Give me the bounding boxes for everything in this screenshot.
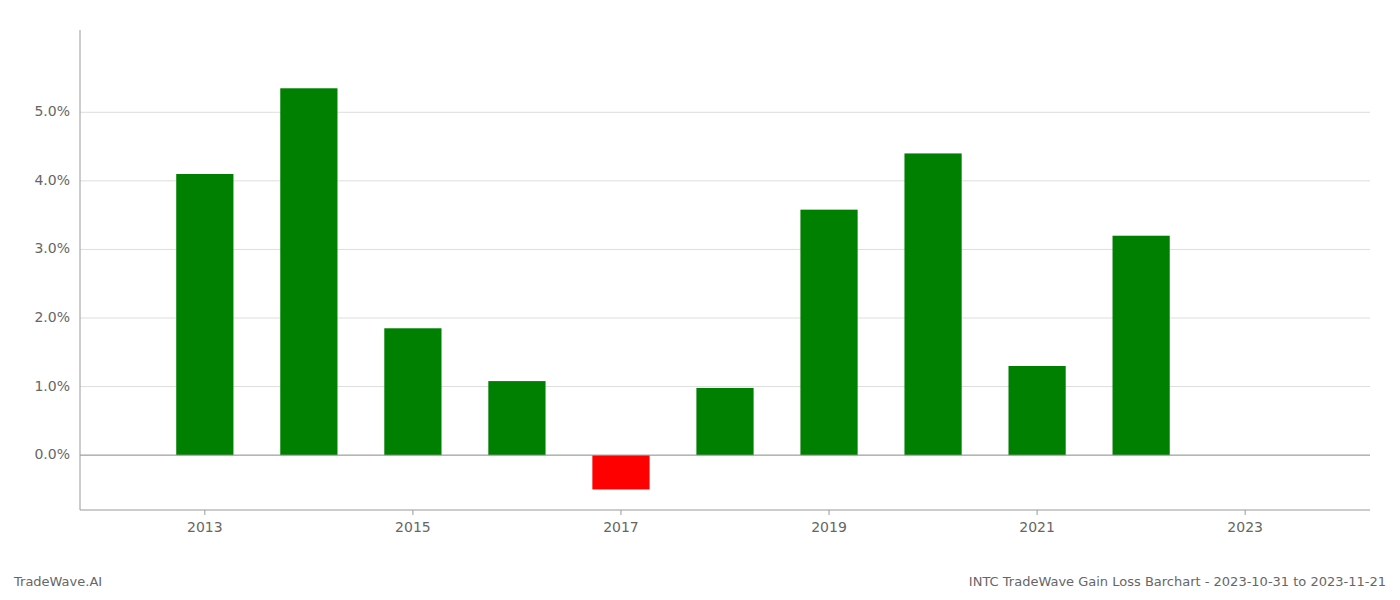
- x-tick-label: 2023: [1227, 519, 1263, 535]
- y-tick-label: 0.0%: [34, 446, 70, 462]
- bar: [592, 455, 649, 489]
- x-tick-label: 2013: [187, 519, 223, 535]
- x-axis-line: [80, 509, 1370, 510]
- bar: [696, 388, 753, 455]
- y-grid: [80, 112, 1370, 455]
- grid-line: [80, 249, 1370, 250]
- x-tick: [412, 510, 413, 515]
- bar: [176, 174, 233, 455]
- footer-right: INTC TradeWave Gain Loss Barchart - 2023…: [969, 574, 1386, 589]
- y-tick-labels: 0.0% 1.0% 2.0% 3.0% 4.0% 5.0%: [34, 103, 70, 462]
- y-tick-label: 4.0%: [34, 172, 70, 188]
- bar: [1113, 236, 1170, 455]
- x-tick: [1037, 510, 1038, 515]
- y-tick-label: 5.0%: [34, 103, 70, 119]
- y-tick-label: 3.0%: [34, 240, 70, 256]
- bars: [176, 88, 1170, 489]
- bar: [384, 328, 441, 455]
- grid-line: [80, 318, 1370, 319]
- x-tick: [620, 510, 621, 515]
- bar: [280, 88, 337, 455]
- x-tick: [1245, 510, 1246, 515]
- grid-line: [80, 112, 1370, 113]
- x-tick: [829, 510, 830, 515]
- footer-left: TradeWave.AI: [13, 574, 102, 589]
- x-tick-label: 2019: [811, 519, 847, 535]
- x-ticks: 2013 2015 2017 2019 2021 2023: [187, 510, 1263, 535]
- bar: [904, 153, 961, 455]
- page-body: {"chart_data": {"type": "bar", "x": [201…: [0, 0, 1400, 600]
- bar: [1008, 366, 1065, 455]
- x-tick-label: 2017: [603, 519, 639, 535]
- page: Gain Loss Barchart html, body { margin: …: [0, 0, 1400, 600]
- y-axis-line: [80, 30, 81, 510]
- y-tick-label: 2.0%: [34, 309, 70, 325]
- x-tick-label: 2021: [1019, 519, 1055, 535]
- y-tick-label: 1.0%: [34, 378, 70, 394]
- chart: 0.0% 1.0% 2.0% 3.0% 4.0% 5.0% 2013 2015 2017 2019…: [0, 0, 1400, 600]
- bar: [488, 381, 545, 455]
- grid-line: [80, 386, 1370, 387]
- grid-line: [80, 180, 1370, 181]
- bar: [800, 210, 857, 455]
- zero-line: [80, 455, 1370, 456]
- x-tick-label: 2015: [395, 519, 431, 535]
- x-tick: [204, 510, 205, 515]
- grid-line: [80, 455, 1370, 456]
